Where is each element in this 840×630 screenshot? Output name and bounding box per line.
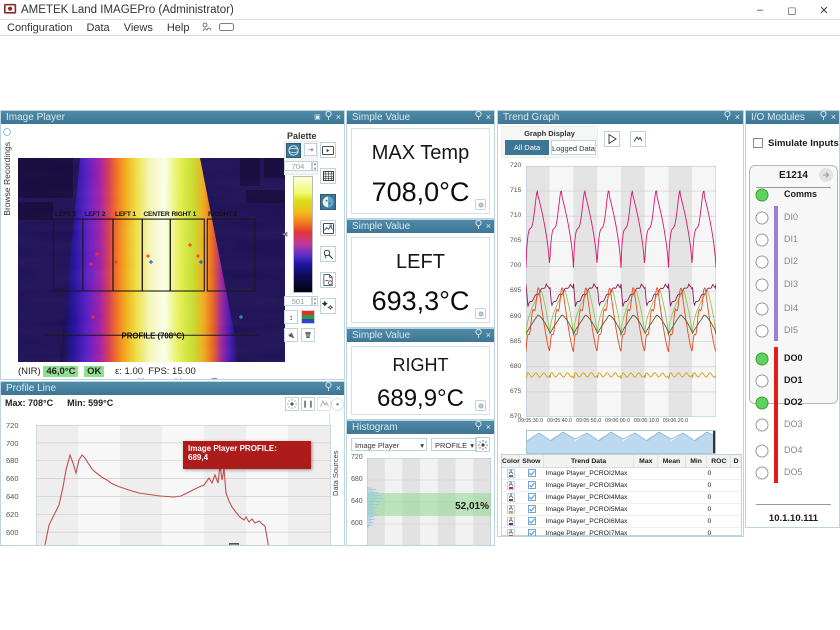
svg-text:LEFT 2: LEFT 2: [85, 211, 106, 218]
svg-text:RICGHT 2: RICGHT 2: [208, 211, 238, 218]
svg-text:CENTER: CENTER: [144, 211, 170, 218]
svg-text:52,01%: 52,01%: [455, 501, 489, 512]
svg-text:RIGHT 1: RIGHT 1: [172, 211, 197, 218]
svg-text:LEFT 1: LEFT 1: [115, 211, 136, 218]
svg-text:PROFILE (708°C): PROFILE (708°C): [122, 332, 185, 341]
svg-text:LEFT 3: LEFT 3: [55, 211, 76, 218]
